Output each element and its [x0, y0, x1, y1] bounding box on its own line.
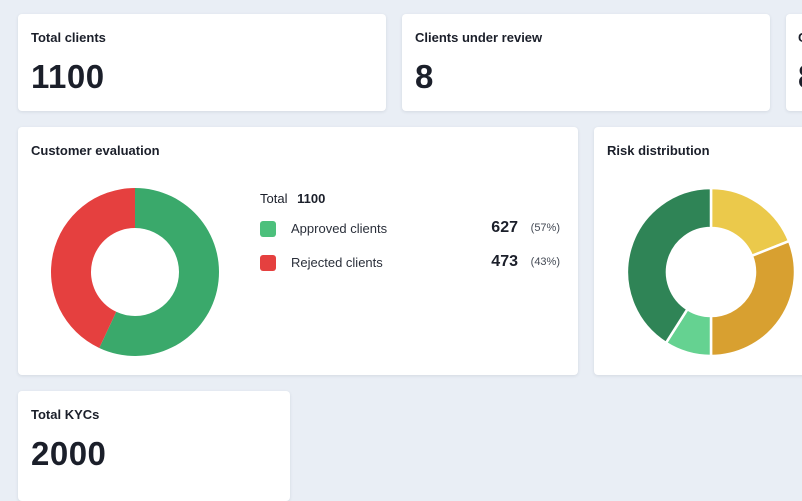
legend-value: 627	[491, 219, 518, 236]
card-title: Customer evaluation	[31, 143, 160, 158]
stat-title: Total KYCs	[31, 407, 100, 422]
stat-value: 2000	[31, 435, 107, 472]
stat-card-total-kycs: Total KYCs 2000	[18, 391, 290, 501]
risk-distribution-slice-2	[709, 239, 796, 357]
legend-percent: (43%)	[530, 256, 560, 268]
legend-row-rejected: Rejected clients 473 (43%)	[260, 253, 560, 273]
stat-value: 8	[415, 58, 434, 95]
customer-evaluation-donut-chart	[50, 188, 219, 356]
stat-card-clients-under-review: Clients under review 8	[402, 14, 770, 111]
customer-evaluation-card: Customer evaluation Total 1100 Approved …	[18, 127, 578, 375]
stat-card-total-clients: Total clients 1100	[18, 14, 386, 111]
customer-evaluation-slice-2	[50, 188, 136, 349]
legend-label: Rejected clients	[291, 255, 383, 270]
legend-swatch-approved	[260, 221, 276, 237]
legend-value: 473	[491, 253, 518, 270]
stat-title: Clients under review	[415, 30, 543, 45]
legend-swatch-rejected	[260, 255, 276, 271]
customer-evaluation-slice-1	[99, 188, 219, 356]
stat-value: 1100	[31, 58, 105, 95]
risk-distribution-donut-chart	[626, 187, 796, 357]
stat-title: C	[798, 30, 802, 45]
legend-total-label: Total	[260, 191, 288, 206]
legend-percent: (57%)	[530, 222, 560, 234]
risk-distribution-slice-4	[626, 187, 713, 345]
legend-total: Total 1100	[260, 191, 325, 206]
card-title: Risk distribution	[607, 143, 710, 158]
stat-card-partial: C 8	[786, 14, 802, 111]
risk-distribution-card: Risk distribution	[594, 127, 802, 375]
legend-total-value: 1100	[297, 191, 326, 206]
stat-value: 8	[798, 58, 802, 96]
stat-title: Total clients	[31, 30, 106, 45]
legend-row-approved: Approved clients 627 (57%)	[260, 219, 560, 239]
legend-label: Approved clients	[291, 221, 388, 236]
